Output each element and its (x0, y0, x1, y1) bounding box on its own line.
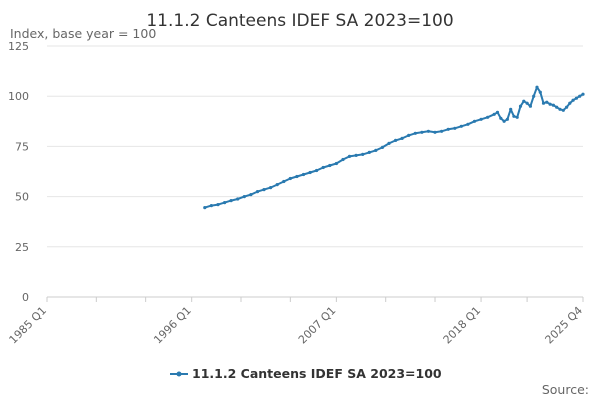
series-line-0 (204, 86, 584, 209)
data-point-0-0 (203, 206, 207, 210)
y-tick-label-75: 75 (15, 140, 29, 153)
data-point-0-67 (568, 101, 572, 105)
data-point-0-35 (433, 130, 437, 134)
data-point-0-25 (367, 150, 371, 154)
data-point-0-43 (486, 115, 490, 119)
data-point-0-51 (515, 115, 519, 119)
data-point-0-53 (522, 99, 526, 103)
data-point-0-29 (394, 138, 398, 142)
y-tick-label-100: 100 (8, 90, 29, 103)
data-point-0-60 (545, 100, 549, 104)
data-point-0-21 (341, 157, 345, 162)
data-point-0-8 (255, 190, 260, 194)
data-point-0-54 (525, 101, 529, 105)
data-point-0-23 (354, 153, 358, 157)
y-tick-label-50: 50 (15, 191, 29, 204)
data-point-0-5 (236, 197, 240, 201)
data-point-0-59 (541, 101, 546, 105)
data-point-0-49 (509, 107, 513, 111)
data-point-0-27 (380, 145, 384, 149)
data-point-0-20 (334, 161, 338, 166)
data-point-0-37 (446, 127, 450, 131)
data-point-0-62 (551, 103, 556, 107)
data-point-0-39 (459, 124, 463, 128)
data-point-0-52 (518, 104, 523, 108)
data-point-0-58 (538, 90, 542, 94)
legend[interactable]: 11.1.2 Canteens IDEF SA 2023=100 (170, 366, 442, 381)
data-point-0-16 (308, 170, 312, 175)
data-point-0-40 (466, 122, 470, 126)
data-point-0-32 (413, 131, 417, 135)
data-point-0-9 (262, 188, 266, 192)
data-point-0-38 (453, 126, 457, 130)
chart-title: 11.1.2 Canteens IDEF SA 2023=100 (146, 11, 453, 31)
data-point-0-57 (535, 85, 539, 89)
data-point-0-13 (288, 176, 292, 181)
data-point-0-22 (347, 154, 352, 158)
data-point-0-7 (249, 193, 253, 197)
data-point-0-48 (505, 117, 509, 121)
data-point-0-19 (328, 163, 332, 168)
data-point-0-50 (512, 114, 516, 118)
y-axis-label: Index, base year = 100 (10, 26, 156, 41)
data-point-0-44 (492, 112, 496, 116)
y-axis-ticks: 0 25 50 75 100 125 (8, 40, 29, 304)
x-tick-label-1: 1996 Q1 (151, 304, 194, 347)
x-axis: 1985 Q1 1996 Q1 2007 Q1 2018 Q1 2025 Q4 (7, 296, 586, 347)
data-point-0-33 (420, 130, 424, 134)
data-point-0-41 (472, 119, 477, 123)
data-point-0-17 (315, 168, 319, 173)
data-point-0-66 (565, 105, 569, 109)
data-point-0-18 (321, 165, 325, 170)
data-point-0-3 (223, 201, 227, 205)
data-point-0-56 (532, 94, 536, 98)
data-point-0-65 (561, 108, 565, 112)
data-point-0-45 (495, 110, 500, 114)
y-tick-label-125: 125 (8, 40, 29, 53)
data-point-0-6 (242, 195, 246, 199)
data-point-0-64 (558, 107, 562, 111)
x-tick-label-0: 1985 Q1 (7, 304, 50, 347)
x-tick-label-2: 2007 Q1 (296, 304, 339, 347)
y-tick-label-0: 0 (22, 291, 29, 304)
data-point-0-26 (374, 148, 378, 152)
data-point-0-68 (571, 98, 575, 102)
data-point-0-36 (440, 129, 444, 133)
data-point-0-70 (578, 94, 582, 98)
data-point-0-10 (269, 186, 273, 190)
data-point-0-31 (407, 133, 411, 137)
data-point-0-61 (548, 102, 552, 106)
data-point-0-47 (502, 119, 506, 123)
data-point-0-71 (581, 92, 585, 96)
data-point-0-4 (229, 199, 233, 203)
data-point-0-28 (387, 141, 391, 145)
data-point-0-12 (282, 179, 286, 184)
data-point-0-46 (499, 116, 503, 120)
data-point-0-24 (361, 152, 365, 156)
gridlines (47, 45, 583, 248)
legend-entry-label: 11.1.2 Canteens IDEF SA 2023=100 (192, 366, 442, 381)
data-point-0-15 (301, 172, 306, 177)
data-point-0-2 (216, 203, 220, 207)
series-line-group (203, 85, 585, 210)
x-tick-label-3: 2018 Q1 (441, 304, 484, 347)
data-point-0-69 (574, 96, 579, 100)
data-point-0-63 (555, 105, 559, 109)
data-point-0-14 (295, 174, 299, 179)
data-point-0-55 (528, 104, 533, 108)
x-tick-label-4: 2025 Q4 (543, 304, 586, 347)
legend-dot-marker (176, 371, 182, 377)
data-point-0-30 (400, 136, 404, 140)
data-point-0-1 (209, 204, 213, 208)
y-tick-label-25: 25 (15, 241, 29, 254)
data-point-0-11 (275, 183, 279, 187)
data-point-0-34 (426, 129, 430, 133)
source-label: Source: (542, 382, 589, 397)
data-point-0-42 (479, 117, 483, 121)
